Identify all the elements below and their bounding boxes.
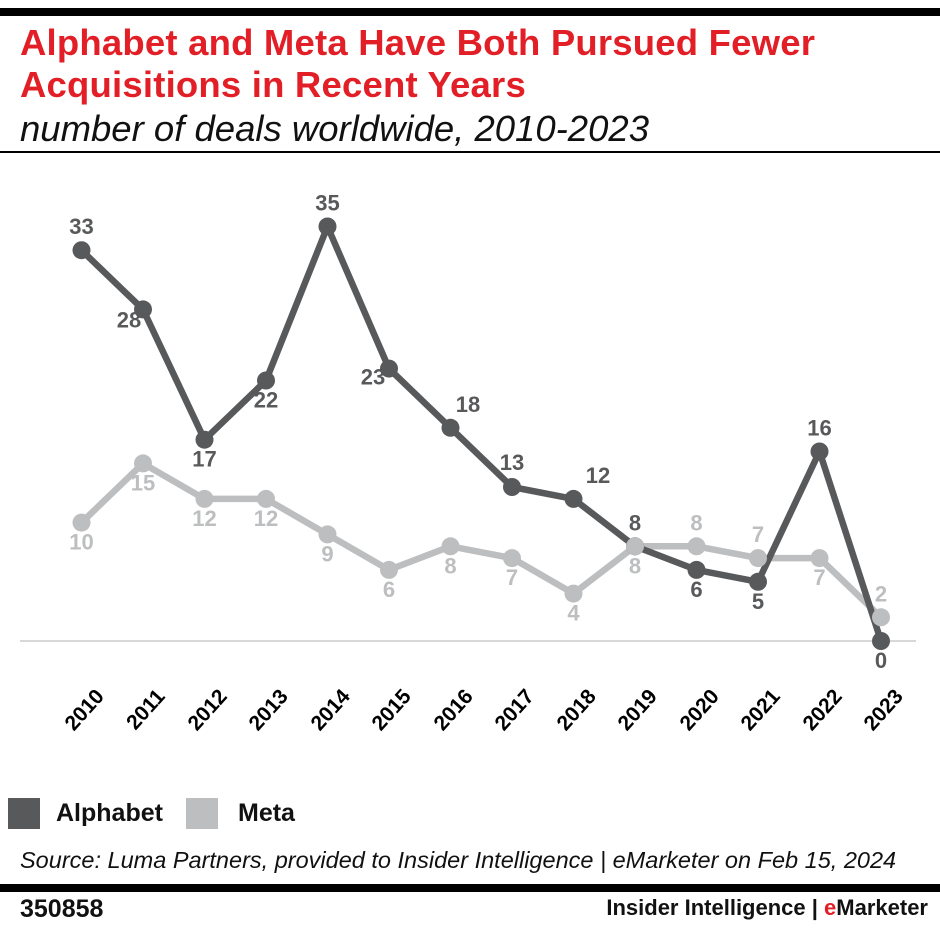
svg-text:6: 6 <box>690 577 702 602</box>
svg-text:35: 35 <box>315 191 339 216</box>
svg-text:18: 18 <box>456 392 480 417</box>
svg-text:5: 5 <box>752 589 764 614</box>
svg-text:15: 15 <box>131 470 155 495</box>
svg-text:12: 12 <box>192 506 216 531</box>
svg-text:8: 8 <box>629 553 641 578</box>
svg-text:23: 23 <box>361 365 385 390</box>
svg-text:8: 8 <box>444 553 456 578</box>
svg-text:28: 28 <box>117 307 141 332</box>
svg-text:8: 8 <box>690 510 702 535</box>
svg-text:7: 7 <box>752 522 764 547</box>
svg-text:7: 7 <box>506 565 518 590</box>
svg-text:13: 13 <box>500 450 524 475</box>
svg-text:4: 4 <box>567 601 580 626</box>
svg-text:2: 2 <box>875 581 887 606</box>
svg-text:7: 7 <box>813 565 825 590</box>
svg-text:10: 10 <box>69 530 93 555</box>
svg-text:8: 8 <box>629 510 641 535</box>
svg-text:0: 0 <box>875 648 887 673</box>
svg-text:17: 17 <box>192 447 216 472</box>
svg-text:9: 9 <box>321 541 333 566</box>
svg-text:16: 16 <box>807 416 831 441</box>
svg-text:12: 12 <box>586 463 610 488</box>
svg-text:22: 22 <box>254 388 278 413</box>
svg-text:6: 6 <box>383 577 395 602</box>
svg-text:33: 33 <box>69 214 93 239</box>
svg-text:12: 12 <box>254 506 278 531</box>
